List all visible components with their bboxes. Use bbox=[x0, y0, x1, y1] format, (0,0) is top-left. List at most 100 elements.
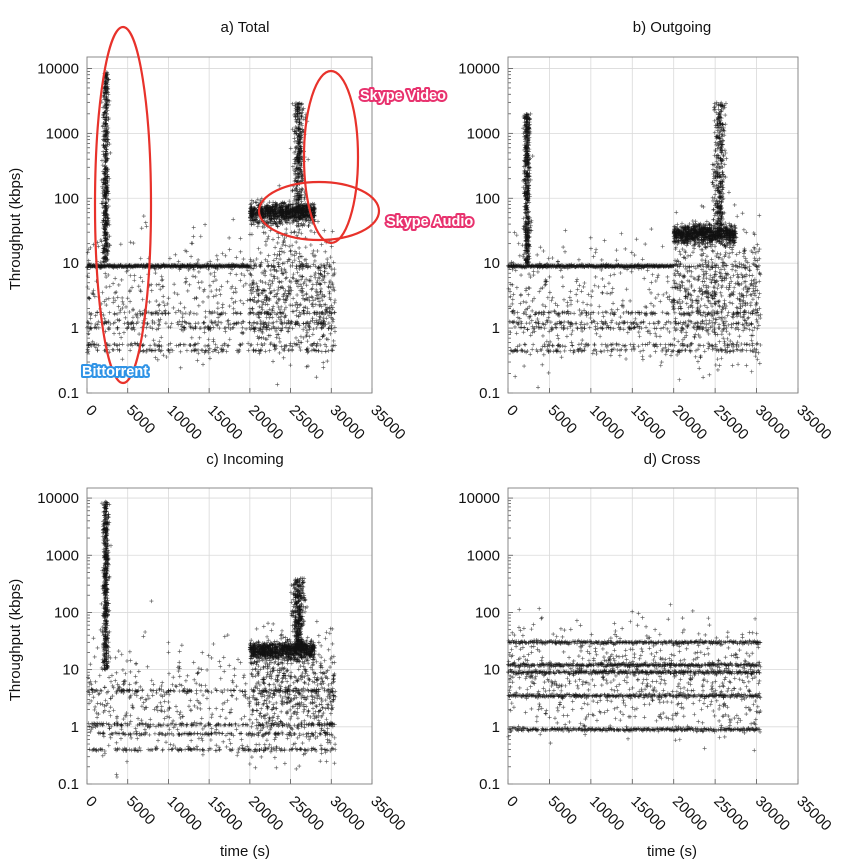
data-point bbox=[212, 274, 217, 279]
y-tick-label: 100 bbox=[54, 190, 79, 207]
data-point bbox=[104, 94, 109, 99]
data-point bbox=[602, 238, 607, 243]
data-point bbox=[738, 301, 743, 306]
data-point bbox=[247, 320, 252, 325]
data-point bbox=[131, 241, 136, 246]
data-point bbox=[741, 227, 746, 232]
data-point bbox=[658, 299, 663, 304]
data-point bbox=[592, 342, 597, 347]
data-point bbox=[654, 334, 659, 339]
data-point bbox=[158, 287, 163, 292]
data-point bbox=[274, 335, 279, 340]
data-point bbox=[167, 256, 172, 261]
data-point bbox=[560, 343, 565, 348]
data-point bbox=[311, 298, 316, 303]
data-point bbox=[201, 320, 206, 325]
data-point bbox=[579, 341, 584, 346]
data-point bbox=[268, 342, 273, 347]
data-point bbox=[240, 331, 245, 336]
data-point bbox=[161, 300, 166, 305]
x-tick-label: 0 bbox=[82, 402, 100, 420]
data-point bbox=[581, 284, 586, 289]
data-point bbox=[563, 228, 568, 233]
data-point bbox=[189, 349, 194, 354]
data-point bbox=[147, 347, 152, 352]
data-point bbox=[653, 296, 658, 301]
data-point bbox=[267, 286, 272, 291]
data-point bbox=[272, 267, 277, 272]
data-point bbox=[680, 337, 685, 342]
data-point bbox=[536, 385, 541, 390]
data-point bbox=[207, 283, 212, 288]
data-point bbox=[311, 304, 316, 309]
data-point bbox=[286, 320, 291, 325]
data-point bbox=[565, 300, 570, 305]
data-point bbox=[194, 295, 199, 300]
plot-frame bbox=[86, 56, 373, 394]
data-point bbox=[134, 314, 139, 319]
data-point bbox=[219, 347, 224, 352]
data-point bbox=[560, 275, 565, 280]
data-point bbox=[120, 357, 125, 362]
data-point bbox=[661, 292, 666, 297]
data-point bbox=[141, 342, 146, 347]
data-point bbox=[582, 308, 587, 313]
data-point bbox=[137, 332, 142, 337]
data-point bbox=[311, 347, 316, 352]
data-point bbox=[193, 342, 198, 347]
data-point bbox=[293, 342, 298, 347]
data-point bbox=[284, 227, 289, 232]
data-point bbox=[318, 315, 323, 320]
data-point bbox=[231, 306, 236, 311]
data-point bbox=[223, 311, 228, 316]
data-point bbox=[276, 285, 281, 290]
data-point bbox=[224, 349, 229, 354]
data-point bbox=[227, 337, 232, 342]
data-point bbox=[547, 290, 552, 295]
data-point bbox=[524, 286, 529, 291]
data-point bbox=[313, 275, 318, 280]
data-point bbox=[213, 319, 218, 324]
data-point bbox=[329, 348, 334, 353]
data-point bbox=[255, 342, 260, 347]
data-point bbox=[251, 326, 256, 331]
data-point bbox=[522, 364, 527, 369]
data-point bbox=[91, 288, 96, 293]
data-point bbox=[541, 248, 546, 253]
data-point bbox=[283, 276, 288, 281]
data-point bbox=[114, 343, 119, 348]
data-point bbox=[597, 304, 602, 309]
y-axis-label: Throughput (kbps) bbox=[7, 168, 24, 291]
data-point bbox=[731, 349, 736, 354]
data-point bbox=[629, 250, 634, 255]
x-tick-label: 0 bbox=[503, 402, 521, 420]
data-point bbox=[521, 330, 526, 335]
data-point bbox=[717, 274, 722, 279]
data-point bbox=[560, 310, 565, 315]
data-point bbox=[553, 301, 558, 306]
data-point bbox=[185, 288, 190, 293]
data-point bbox=[559, 355, 564, 360]
data-point bbox=[293, 320, 298, 325]
data-point bbox=[126, 325, 131, 330]
data-point bbox=[556, 336, 561, 341]
data-point bbox=[155, 357, 160, 362]
data-point bbox=[585, 321, 590, 326]
data-point bbox=[299, 231, 304, 236]
data-point bbox=[665, 274, 670, 279]
data-point bbox=[275, 276, 280, 281]
data-point bbox=[660, 244, 665, 249]
data-point bbox=[118, 242, 123, 247]
data-point bbox=[234, 290, 238, 295]
y-tick-label: 1000 bbox=[46, 125, 79, 142]
data-point bbox=[643, 242, 648, 247]
data-point bbox=[195, 341, 200, 346]
data-point bbox=[618, 271, 623, 276]
data-point bbox=[281, 297, 286, 302]
data-point bbox=[191, 225, 196, 230]
data-point bbox=[277, 339, 282, 344]
data-point bbox=[231, 217, 236, 222]
data-point bbox=[207, 356, 212, 361]
data-point bbox=[756, 295, 761, 300]
data-point bbox=[242, 273, 247, 278]
